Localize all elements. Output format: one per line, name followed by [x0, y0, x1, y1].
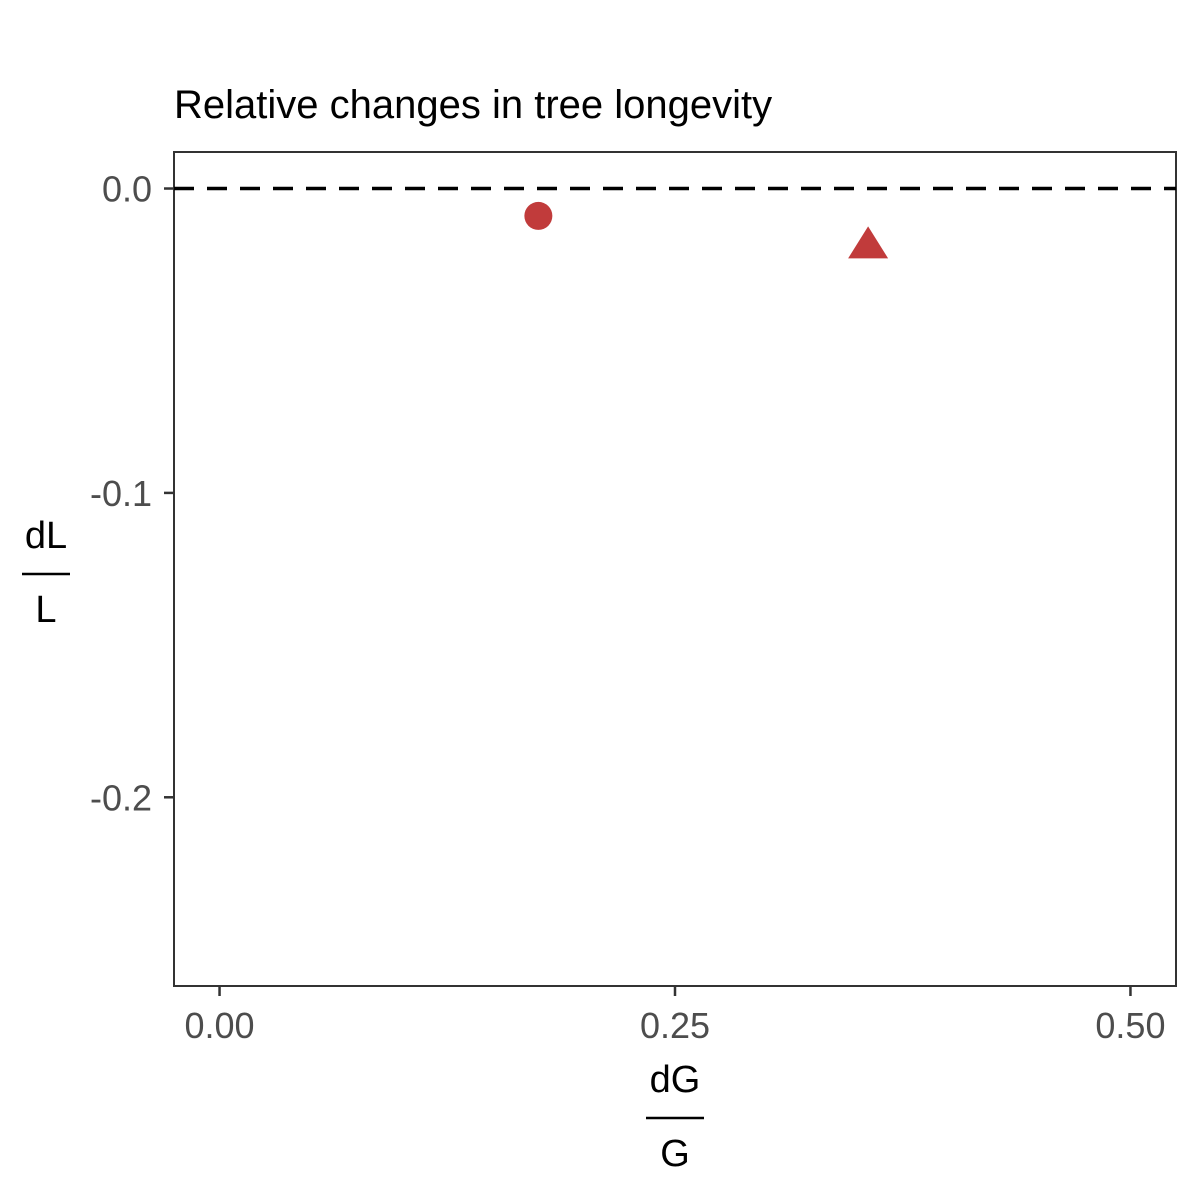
x-tick-label: 0.25: [640, 1005, 710, 1046]
y-tick-label: -0.2: [90, 777, 152, 818]
x-axis-ticks: 0.00 0.25 0.50: [185, 986, 1165, 1046]
y-axis-label-denominator: L: [35, 589, 56, 631]
chart-title: Relative changes in tree longevity: [174, 83, 772, 127]
x-tick-label: 0.50: [1095, 1005, 1165, 1046]
data-point-triangle: [848, 226, 889, 259]
y-axis-ticks: 0.0 -0.1 -0.2: [90, 169, 174, 818]
x-tick-label: 0.00: [185, 1005, 255, 1046]
y-axis-label: dL L: [22, 515, 70, 631]
y-tick-label: 0.0: [102, 169, 152, 210]
data-point-circle: [524, 201, 553, 230]
x-axis-label-denominator: G: [660, 1133, 690, 1175]
data-points: [524, 201, 889, 259]
plot-panel: [173, 151, 1177, 987]
y-tick-label: -0.1: [90, 473, 152, 514]
x-axis-label-numerator: dG: [650, 1059, 701, 1101]
y-axis-label-numerator: dL: [25, 515, 67, 557]
x-axis-label: dG G: [646, 1059, 704, 1175]
